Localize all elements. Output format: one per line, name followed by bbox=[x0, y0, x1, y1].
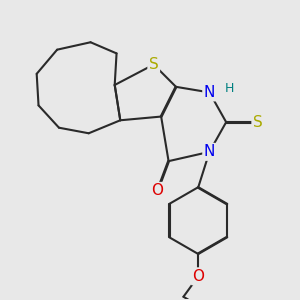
Text: N: N bbox=[204, 85, 215, 100]
Text: N: N bbox=[204, 144, 215, 159]
Text: O: O bbox=[192, 269, 204, 284]
Text: H: H bbox=[225, 82, 235, 95]
Text: O: O bbox=[152, 183, 164, 198]
Text: S: S bbox=[149, 57, 159, 72]
Text: S: S bbox=[253, 115, 262, 130]
